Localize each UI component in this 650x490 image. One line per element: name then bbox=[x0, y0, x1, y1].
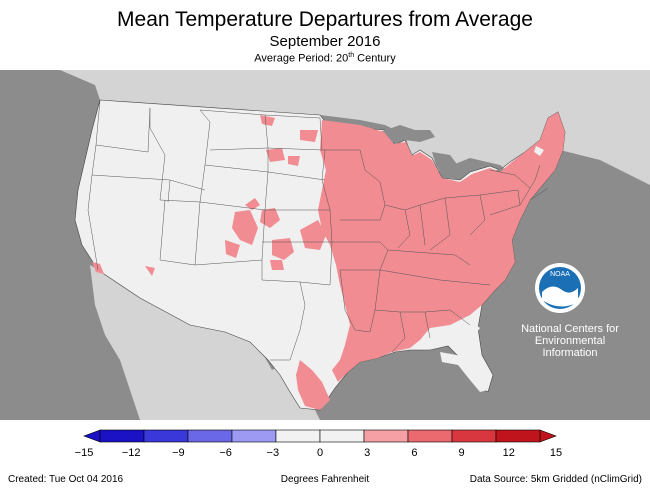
ncei-line-2: Environmental bbox=[534, 335, 606, 347]
legend-bar: −15 −12 −9 −6 −3 0 3 6 9 12 15 bbox=[75, 429, 562, 459]
eastern-warm-region bbox=[318, 112, 565, 382]
legend-swatch-7 bbox=[407, 429, 453, 443]
near-average-pockets bbox=[440, 146, 544, 392]
noaa-wordmark: NOAA bbox=[550, 271, 570, 278]
created-date: Created: Tue Oct 04 2016 bbox=[8, 474, 124, 485]
legend-tick-label: 0 bbox=[317, 447, 323, 459]
legend-swatch-4 bbox=[275, 429, 321, 443]
ncei-line-1: National Centers for bbox=[521, 323, 619, 335]
period-prefix: Average Period: 20 bbox=[254, 52, 349, 65]
legend-swatch-6 bbox=[363, 429, 409, 443]
color-legend: −15 −12 −9 −6 −3 0 3 6 9 12 15 bbox=[0, 425, 650, 470]
plains-warm-patch-4 bbox=[272, 238, 294, 260]
map-subtitle: September 2016 bbox=[269, 33, 381, 50]
noaa-bird-icon bbox=[542, 286, 578, 307]
legend-tick-label: −9 bbox=[172, 447, 185, 459]
legend-swatch-3 bbox=[231, 429, 277, 443]
maine-pocket bbox=[534, 146, 544, 156]
legend-tick-label: −3 bbox=[267, 447, 280, 459]
data-source: Data Source: 5km Gridded (nClimGrid) bbox=[469, 474, 642, 485]
legend-arrow-right bbox=[539, 429, 557, 443]
warm-anomaly-regions bbox=[92, 112, 565, 410]
legend-tick-label: −6 bbox=[219, 447, 232, 459]
period-sup: th bbox=[348, 52, 355, 59]
ncei-line-3: Information bbox=[542, 347, 598, 359]
plains-warm-patch-10 bbox=[245, 198, 260, 210]
florida-peninsula bbox=[440, 352, 488, 392]
plains-warm-patch-5 bbox=[225, 240, 240, 258]
arizona-warm-patch bbox=[145, 266, 155, 276]
legend-swatch-9 bbox=[495, 429, 541, 443]
legend-tick-label: 6 bbox=[411, 447, 417, 459]
period-suffix: Century bbox=[354, 52, 396, 65]
plains-warm-patch-1 bbox=[300, 220, 326, 250]
plains-warm-patch-7 bbox=[266, 148, 285, 162]
ncei-label: National Centers for Environmental Infor… bbox=[505, 323, 635, 359]
state-boundaries bbox=[87, 99, 549, 361]
gulf-coast-warm-region bbox=[296, 360, 330, 410]
west-coast-warm-patch bbox=[92, 262, 104, 274]
plains-warm-patch-6 bbox=[300, 130, 318, 142]
plains-warm-patch-8 bbox=[260, 115, 275, 126]
texas-warm-patch bbox=[270, 260, 284, 270]
noaa-logo: NOAA bbox=[535, 263, 585, 313]
footer: Created: Tue Oct 04 2016 Degrees Fahrenh… bbox=[0, 472, 650, 490]
canada-region bbox=[60, 70, 650, 185]
georgia-sc-pocket bbox=[445, 320, 480, 348]
legend-tick-label: 9 bbox=[459, 447, 465, 459]
mexico-region bbox=[90, 265, 320, 420]
us-temperature-map bbox=[0, 70, 650, 420]
map-area bbox=[0, 70, 650, 420]
legend-swatch-5 bbox=[319, 429, 365, 443]
legend-tick-label: −12 bbox=[122, 447, 141, 459]
legend-tick-label: 15 bbox=[550, 447, 562, 459]
plains-warm-patch-3 bbox=[232, 210, 258, 245]
legend-swatch-8 bbox=[451, 429, 497, 443]
map-title: Mean Temperature Departures from Average bbox=[117, 8, 533, 31]
legend-tick-label: −15 bbox=[75, 447, 94, 459]
legend-tick-label: 3 bbox=[364, 447, 370, 459]
lake-huron bbox=[432, 152, 460, 180]
lake-superior bbox=[380, 125, 435, 142]
average-period: Average Period: 20th Century bbox=[0, 52, 650, 65]
legend-swatch-1 bbox=[143, 429, 189, 443]
legend-tick-label: 12 bbox=[503, 447, 515, 459]
header: Mean Temperature Departures from Average… bbox=[0, 0, 650, 70]
legend-swatch-0 bbox=[99, 429, 145, 443]
units-label: Degrees Fahrenheit bbox=[280, 474, 370, 485]
legend-arrow-left bbox=[83, 429, 101, 443]
legend-swatch-2 bbox=[187, 429, 233, 443]
plains-warm-patch-9 bbox=[288, 156, 300, 166]
